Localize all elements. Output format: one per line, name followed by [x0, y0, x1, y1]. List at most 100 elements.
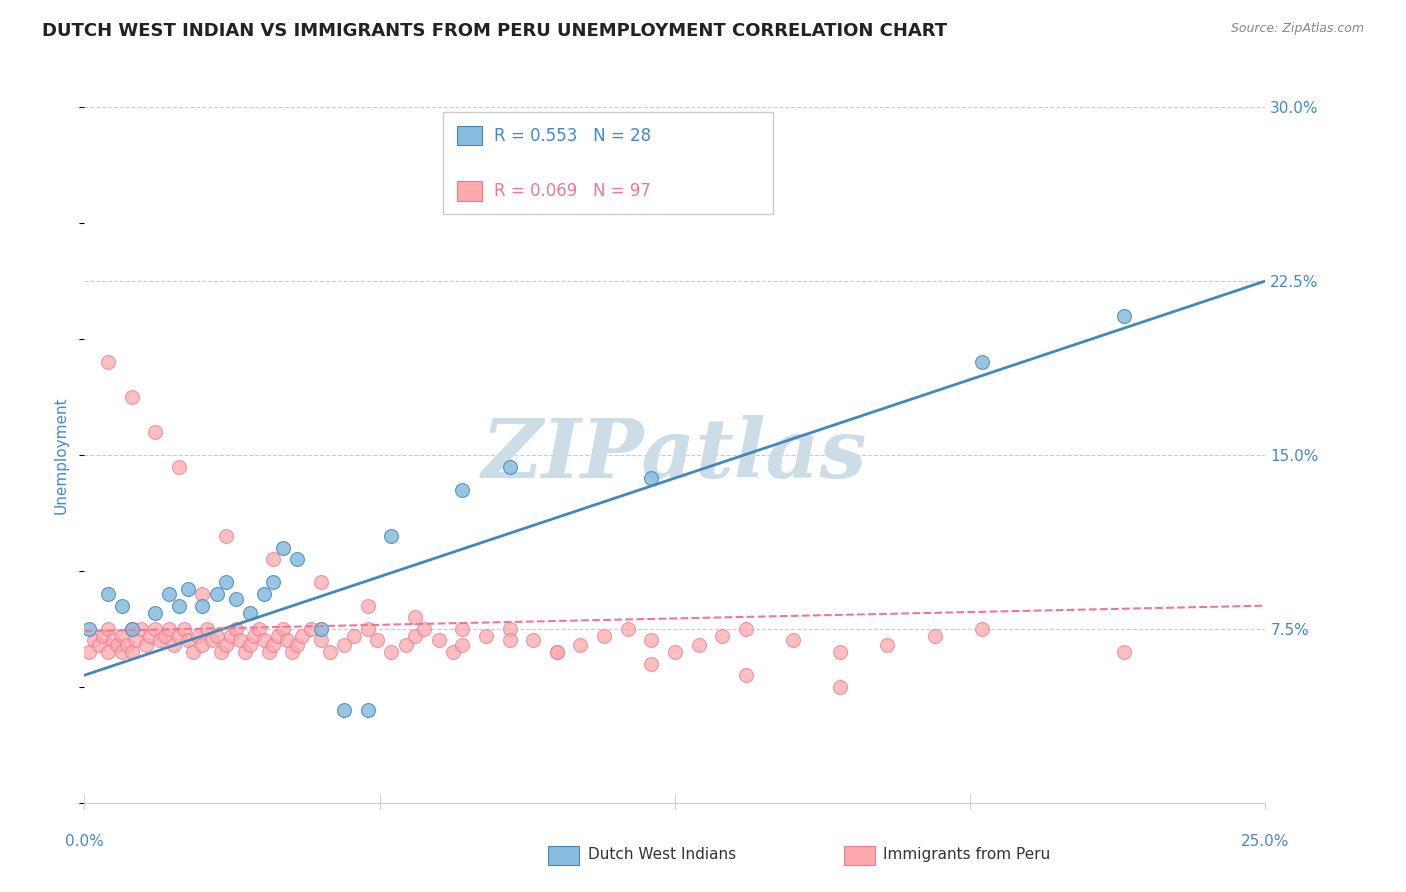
Point — [233, 645, 256, 659]
Point — [271, 541, 294, 555]
Point — [111, 629, 134, 643]
Point — [285, 638, 308, 652]
Point — [111, 599, 134, 613]
Point — [569, 638, 592, 652]
Point — [404, 610, 426, 624]
Point — [267, 629, 290, 643]
Point — [333, 638, 356, 652]
Point — [257, 645, 280, 659]
Point — [229, 633, 252, 648]
Point — [173, 622, 195, 636]
Text: Immigrants from Peru: Immigrants from Peru — [883, 847, 1050, 862]
Point — [830, 680, 852, 694]
Point — [366, 633, 388, 648]
Point — [394, 638, 416, 652]
Point — [380, 529, 402, 543]
Point — [195, 622, 218, 636]
Point — [441, 645, 464, 659]
Point — [299, 622, 322, 636]
Point — [522, 633, 544, 648]
Point — [77, 645, 100, 659]
Point — [711, 629, 734, 643]
Point — [970, 622, 993, 636]
Point — [215, 638, 238, 652]
Point — [380, 645, 402, 659]
Point — [262, 552, 284, 566]
Text: ZIPatlas: ZIPatlas — [482, 415, 868, 495]
Point — [343, 629, 366, 643]
Y-axis label: Unemployment: Unemployment — [53, 396, 69, 514]
Point — [239, 606, 262, 620]
Point — [191, 587, 214, 601]
Text: R = 0.069   N = 97: R = 0.069 N = 97 — [494, 182, 651, 200]
Point — [157, 587, 180, 601]
Point — [225, 622, 247, 636]
Point — [281, 645, 304, 659]
Point — [219, 629, 242, 643]
Point — [143, 622, 166, 636]
Point — [205, 629, 228, 643]
Point — [87, 638, 110, 652]
Point — [498, 633, 520, 648]
Point — [187, 629, 209, 643]
Point — [616, 622, 638, 636]
Point — [201, 633, 224, 648]
Point — [413, 622, 436, 636]
Point — [357, 703, 380, 717]
Point — [1112, 309, 1135, 323]
Point — [83, 633, 105, 648]
Point — [546, 645, 568, 659]
Point — [129, 622, 152, 636]
Point — [149, 633, 172, 648]
Text: Dutch West Indians: Dutch West Indians — [588, 847, 735, 862]
Point — [593, 629, 616, 643]
Text: 25.0%: 25.0% — [1241, 834, 1289, 849]
Point — [157, 622, 180, 636]
Point — [333, 703, 356, 717]
Point — [1112, 645, 1135, 659]
Point — [121, 390, 143, 404]
Point — [225, 591, 247, 606]
Point — [253, 587, 276, 601]
Point — [91, 629, 114, 643]
Point — [253, 633, 276, 648]
Point — [498, 459, 520, 474]
Point — [262, 575, 284, 590]
Point — [205, 587, 228, 601]
Point — [239, 638, 262, 652]
Point — [285, 552, 308, 566]
Point — [271, 622, 294, 636]
Text: 0.0%: 0.0% — [65, 834, 104, 849]
Point — [498, 622, 520, 636]
Text: R = 0.553   N = 28: R = 0.553 N = 28 — [494, 127, 651, 145]
Point — [143, 606, 166, 620]
Point — [163, 638, 186, 652]
Point — [135, 638, 157, 652]
Point — [640, 657, 662, 671]
Point — [276, 633, 298, 648]
Point — [291, 629, 314, 643]
Point — [177, 633, 200, 648]
Point — [546, 645, 568, 659]
Text: DUTCH WEST INDIAN VS IMMIGRANTS FROM PERU UNEMPLOYMENT CORRELATION CHART: DUTCH WEST INDIAN VS IMMIGRANTS FROM PER… — [42, 22, 948, 40]
Point — [319, 645, 342, 659]
Point — [688, 638, 710, 652]
Point — [167, 459, 190, 474]
Point — [209, 645, 232, 659]
Point — [309, 575, 332, 590]
Point — [451, 622, 474, 636]
Point — [451, 638, 474, 652]
Text: Source: ZipAtlas.com: Source: ZipAtlas.com — [1230, 22, 1364, 36]
Point — [153, 629, 176, 643]
Point — [924, 629, 946, 643]
Point — [734, 622, 756, 636]
Point — [309, 622, 332, 636]
Point — [427, 633, 450, 648]
Point — [121, 622, 143, 636]
Point — [139, 629, 162, 643]
Point — [121, 645, 143, 659]
Point — [181, 645, 204, 659]
Point — [167, 629, 190, 643]
Point — [121, 622, 143, 636]
Point — [970, 355, 993, 369]
